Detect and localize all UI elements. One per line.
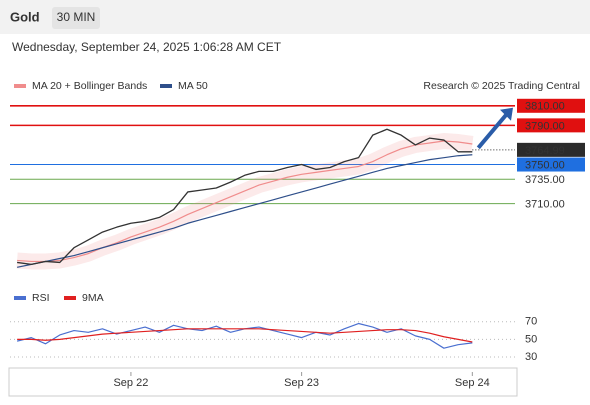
series-line <box>17 328 473 343</box>
y-tick-label: 70 <box>525 316 537 328</box>
forecast-arrow <box>476 112 509 150</box>
level-label: 3790.00 <box>525 120 565 132</box>
bollinger-band <box>16 133 474 270</box>
level-tag <box>517 157 585 172</box>
price-line <box>17 128 473 266</box>
legend-swatch <box>14 84 26 88</box>
level-tag <box>517 98 585 113</box>
legend-swatch <box>64 296 76 300</box>
legend-label: 9MA <box>82 292 104 304</box>
interval-tab[interactable] <box>52 7 100 29</box>
forecast-arrow-head <box>500 107 513 121</box>
series-line <box>17 140 473 263</box>
level-tag <box>517 118 585 133</box>
legend-label: MA 50 <box>178 80 208 92</box>
level-label: 3750.00 <box>525 159 565 171</box>
level-tag <box>517 142 585 157</box>
level-label: 3710.00 <box>525 199 565 211</box>
x-tick-label: Sep 22 <box>113 377 148 389</box>
series-line <box>16 154 473 268</box>
legend-swatch <box>160 84 172 88</box>
x-tick-label: Sep 24 <box>455 377 490 389</box>
instrument: Gold <box>10 9 40 24</box>
x-tick-label: Sep 23 <box>284 377 319 389</box>
interval[interactable]: 30 MIN <box>57 10 96 24</box>
source: Research © 2025 Trading Central <box>423 80 580 92</box>
y-tick-label: 30 <box>525 351 537 363</box>
level-label: 3735.00 <box>525 174 565 186</box>
level-label: 3810.00 <box>525 101 565 113</box>
chart: 3810.00 3790.00 3764.99 3750.00 3735.00 3710.… <box>10 80 585 389</box>
level-label: 3764.99 <box>525 145 565 157</box>
frame <box>8 367 518 397</box>
legend-label: RSI <box>32 292 50 304</box>
timestamp: Wednesday, September 24, 2025 1:06:28 AM… <box>12 40 282 54</box>
legend-swatch <box>14 296 26 300</box>
legend-label: MA 20 + Bollinger Bands <box>32 80 147 92</box>
y-tick-label: 50 <box>525 333 537 345</box>
